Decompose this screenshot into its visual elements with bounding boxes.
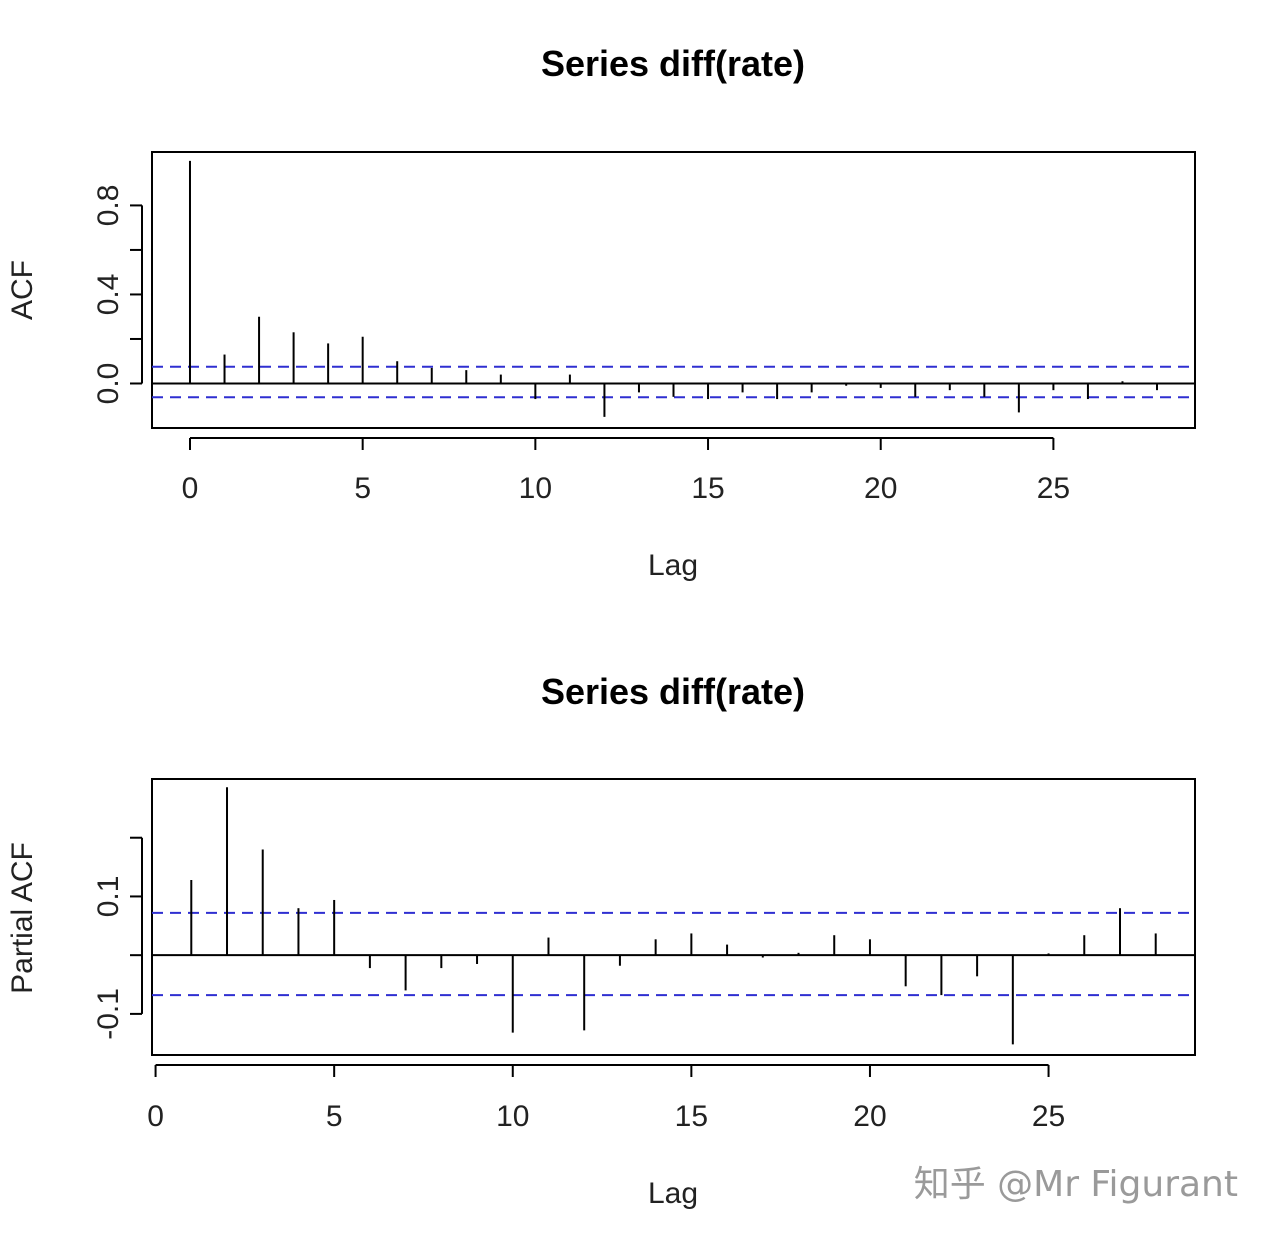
acf-x-tick-label: 10	[519, 472, 552, 505]
acf-y-tick-label: 0.0	[92, 363, 125, 405]
pacf-plot-frame	[151, 778, 1196, 1056]
pacf-x-tick-label: 0	[147, 1100, 164, 1133]
pacf-x-axis-label: Lag	[648, 1177, 698, 1210]
acf-x-tick-label: 0	[182, 472, 199, 505]
pacf-x-tick-label: 20	[853, 1100, 886, 1133]
pacf-x-tick-label: 15	[675, 1100, 708, 1133]
pacf-y-tick-label: 0.1	[92, 876, 125, 918]
acf-x-tick-label: 20	[864, 472, 897, 505]
acf-x-tick-label: 25	[1037, 472, 1070, 505]
acf-panel: Series diff(rate) Lag ACF 0 5 10 15 20 250.00…	[6, 43, 1196, 582]
acf-plot-frame	[151, 151, 1196, 429]
pacf-panel: Series diff(rate) Lag Partial ACF 0 5 10 15…	[6, 671, 1196, 1210]
pacf-chart-title: Series diff(rate)	[541, 671, 805, 712]
acf-x-tick-label: 15	[691, 472, 724, 505]
acf-y-axis-label: ACF	[6, 260, 39, 320]
acf-y-tick-label: 0.4	[92, 274, 125, 316]
acf-x-axis-label: Lag	[648, 549, 698, 582]
acf-chart-title: Series diff(rate)	[541, 43, 805, 84]
acf-plot-area: 0 5 10 15 20 25 0.0 0.4 0.8	[92, 151, 1196, 505]
pacf-x-tick-label: 5	[326, 1100, 343, 1133]
pacf-y-tick-label: -0.1	[92, 988, 125, 1040]
acf-x-tick-label: 5	[354, 472, 371, 505]
acf-y-tick-label: 0.8	[92, 185, 125, 227]
watermark-text: 知乎 @Mr Figurant	[914, 1164, 1238, 1205]
pacf-plot-area: 0 5 10 15 20 25 -0.1 0.1	[92, 778, 1196, 1133]
pacf-x-tick-label: 25	[1032, 1100, 1065, 1133]
pacf-x-tick-label: 10	[496, 1100, 529, 1133]
pacf-y-axis-label: Partial ACF	[6, 842, 39, 994]
